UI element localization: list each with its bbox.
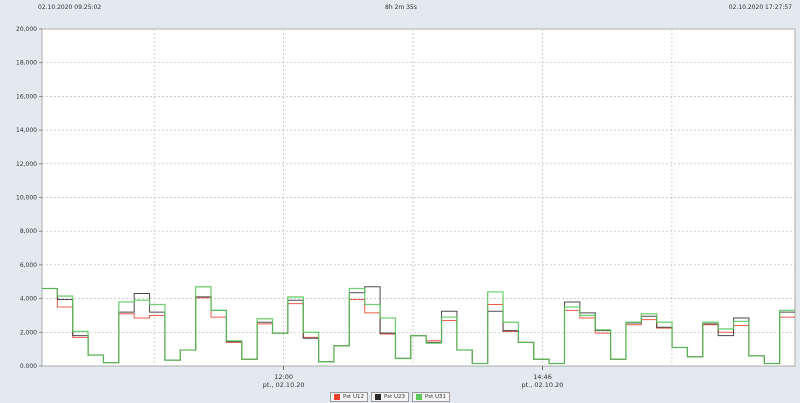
y-tick-label: 10,000 [16,195,37,202]
legend-swatch [333,394,340,400]
y-tick-label: 2,000 [20,329,37,336]
duration: 8h 2m 35s [385,4,417,11]
y-tick-label: 18,000 [16,60,37,67]
y-tick-label: 4,000 [20,296,37,303]
y-tick-label: 12,000 [16,161,37,168]
legend-item[interactable]: Pst U31 [412,392,451,402]
legend-item[interactable]: Pst U23 [370,392,409,402]
x-tick-label: 14:46 [533,373,552,381]
series-line-pst-u31 [42,286,795,365]
x-tick-sublabel: pt., 02.10.20 [263,381,305,389]
y-tick-label: 6,000 [20,262,37,269]
legend-swatch [374,394,381,400]
end-time: 02.10.2020 17:27:57 [728,4,792,11]
y-tick-label: 16,000 [16,93,37,100]
x-tick-label: 12:00 [274,373,293,381]
legend-label: Pst U12 [342,394,364,400]
legend-label: Pst U23 [383,394,405,400]
legend-item[interactable]: Pst U12 [329,392,368,402]
y-tick-label: 8,000 [20,228,37,235]
y-tick-label: 20,000 [16,26,37,33]
y-tick-label: 0.000 [20,363,37,370]
start-time: 02.10.2020 09:25:02 [38,4,102,11]
x-tick-sublabel: pt., 02.10.20 [522,381,564,389]
legend: Pst U12 Pst U23 Pst U31 [0,392,780,402]
legend-swatch [416,394,422,400]
legend-label: Pst U31 [425,394,447,400]
y-tick-label: 14,000 [16,127,37,134]
